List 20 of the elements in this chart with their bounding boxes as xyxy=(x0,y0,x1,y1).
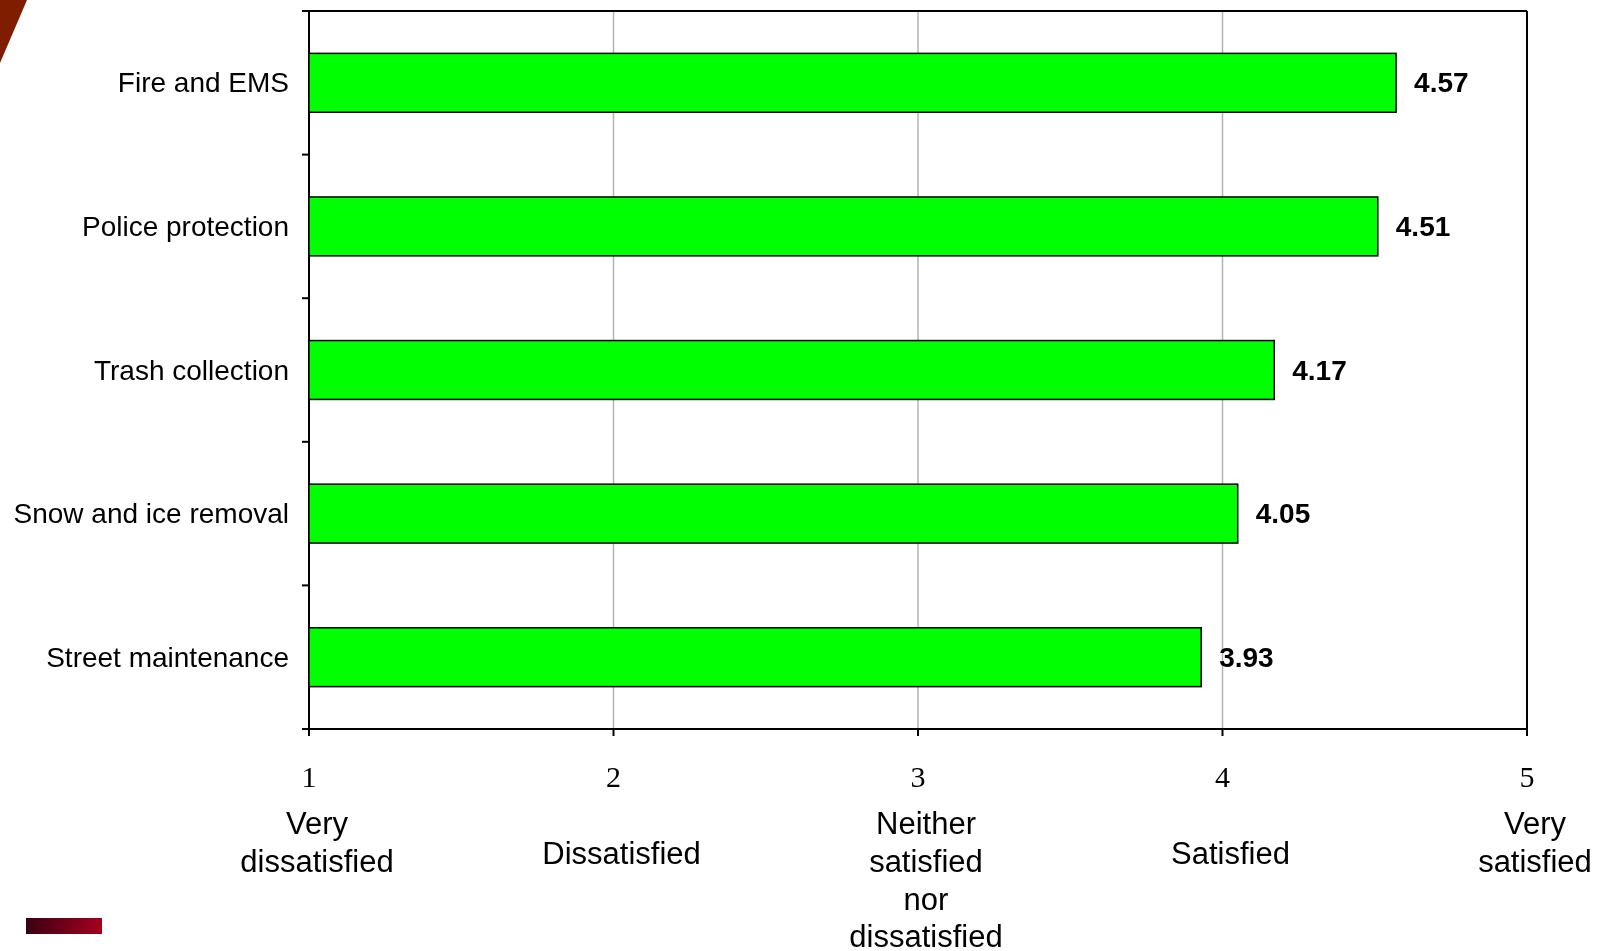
y-tick-label: Street maintenance xyxy=(46,641,289,673)
y-tick-label: Police protection xyxy=(81,210,289,242)
x-tick-label: 2 xyxy=(606,760,621,793)
data-label: 4.05 xyxy=(1255,498,1311,530)
x-tick-label: 1 xyxy=(301,760,317,793)
x-tick-label: 5 xyxy=(1519,760,1535,793)
data-label: 4.17 xyxy=(1292,354,1347,386)
x-tick-label: 3 xyxy=(910,760,926,793)
data-label: 4.57 xyxy=(1414,67,1469,99)
x-tick-label: 4 xyxy=(1215,760,1230,793)
text: Dissatisfied xyxy=(542,836,701,872)
text: Very satisfied xyxy=(1478,806,1592,879)
y-tick-label: Fire and EMS xyxy=(117,67,289,99)
text: Very dissatisfied xyxy=(240,806,394,879)
y-tick-label: Snow and ice removal xyxy=(13,498,289,530)
data-label: 4.51 xyxy=(1395,210,1451,242)
y-tick-label: Trash collection xyxy=(93,354,289,386)
data-label: 3.93 xyxy=(1219,641,1274,673)
text: Satisfied xyxy=(1171,836,1290,872)
text: Neither satisfied nor dissatisfied xyxy=(849,806,1003,951)
